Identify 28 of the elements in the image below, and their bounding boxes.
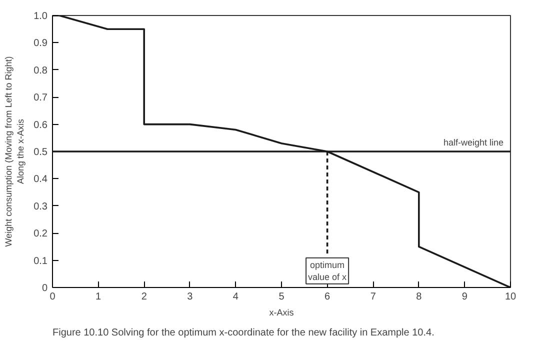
- y-axis-title: Weight consumption (Moving from Left to Right) Along the x-Axis: [4, 56, 26, 247]
- y-tick-label: 0.2: [34, 228, 48, 240]
- y-tick-label: 0: [42, 283, 48, 294]
- y-tick-label: 1.0: [34, 11, 48, 22]
- x-tick-label: 2: [141, 292, 148, 302]
- y-tick-label: 0.3: [34, 201, 48, 212]
- y-tick-label: 0.9: [34, 38, 48, 50]
- y-tick-label: 0.4: [34, 174, 48, 186]
- x-axis-title: x-Axis: [269, 308, 294, 318]
- y-tick-label: 0.6: [34, 120, 48, 131]
- y-tick-label: 0.8: [34, 65, 48, 76]
- x-tick-label: 0: [50, 292, 56, 302]
- ref-line-label: half-weight line: [443, 138, 504, 148]
- x-tick-label: 1: [96, 292, 102, 302]
- x-tick-label: 9: [462, 292, 468, 302]
- x-tick-label: 3: [187, 292, 194, 302]
- line-series: [52, 16, 510, 288]
- y-tick-label: 0.1: [34, 256, 48, 267]
- x-tick-label: 4: [232, 292, 239, 302]
- x-tick-label: 5: [278, 292, 285, 302]
- annotation: optimum value of x: [308, 260, 348, 282]
- x-tick-label: 10: [504, 292, 516, 302]
- y-tick-label: 0.7: [34, 92, 48, 104]
- x-tick-label: 8: [416, 292, 422, 302]
- x-tick-label: 7: [370, 292, 376, 302]
- caption: Figure 10.10 Solving for the optimum x-coordinate for the new facility in Example 10.4.: [52, 328, 434, 338]
- y-tick-label: 0.5: [34, 147, 48, 158]
- x-tick-label: 6: [324, 292, 331, 302]
